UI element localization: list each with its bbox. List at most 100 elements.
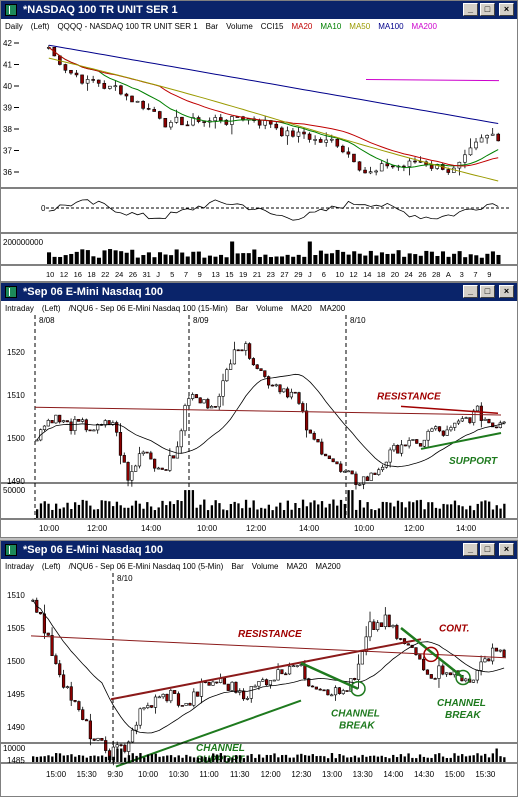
volume-bar: [124, 252, 129, 264]
volume-bar: [77, 755, 81, 762]
indicator-label: CCI15: [260, 21, 284, 31]
candle-body: [257, 681, 261, 687]
candle-body: [61, 420, 66, 423]
date-tick: 20: [391, 270, 399, 279]
volume-bar: [385, 502, 388, 518]
5min-price-pane[interactable]: 1510 1505 1500 1495 1490 1485 8/10 RESISTANCE CO…: [7, 573, 507, 768]
volume-bar: [407, 753, 410, 762]
volume-bar: [206, 510, 210, 518]
volume-bar: [296, 254, 301, 264]
volume-bar: [286, 500, 289, 518]
volume-label: Volume: [256, 303, 283, 313]
time-tick: 15:30: [475, 770, 496, 779]
candle-body: [413, 160, 417, 163]
volume-bar: [290, 509, 293, 518]
volume-bar: [457, 755, 460, 762]
price-tick: 1500: [7, 434, 25, 443]
daily-chart-titlebar[interactable]: *NASDAQ 100 TR UNIT SER 1 _ □ ×: [1, 1, 517, 19]
time-tick: 10:00: [197, 524, 218, 533]
candle-body: [468, 147, 473, 156]
candle-body: [342, 470, 347, 473]
price-tick: 1510: [7, 391, 25, 400]
price-tick: 1505: [7, 624, 25, 633]
price-tick: 1510: [7, 591, 25, 600]
volume-bar: [131, 753, 134, 762]
candle-body: [445, 429, 449, 436]
minimize-button[interactable]: _: [463, 543, 478, 556]
candle-body: [248, 343, 252, 359]
volume-bar: [426, 757, 429, 762]
maximize-button[interactable]: □: [480, 3, 495, 16]
5min-chart-svg[interactable]: 1510 1505 1500 1495 1490 1485 8/10 RESISTANCE CO…: [1, 573, 517, 796]
maximize-button[interactable]: □: [480, 285, 495, 298]
15min-chart-svg[interactable]: 1520 1510 1500 1490 8/08 8/09 8/10 RESISTANCE SU…: [1, 315, 517, 537]
minimize-button[interactable]: _: [463, 285, 478, 298]
volume-bar: [480, 501, 483, 518]
candle-body: [81, 709, 85, 720]
volume-bar: [241, 253, 246, 264]
candle-body: [303, 664, 307, 679]
candle-body: [165, 693, 169, 702]
daily-price-pane[interactable]: 42 41 40 39 38 37 36: [3, 39, 501, 182]
volume-bar: [329, 253, 335, 264]
date-tick: 27: [280, 270, 288, 279]
volume-bar: [134, 500, 138, 518]
ma200-label: MA200: [319, 303, 346, 313]
volume-bar: [369, 755, 372, 762]
volume-bar: [252, 249, 257, 264]
close-button[interactable]: ×: [499, 285, 514, 298]
time-tick: 10:00: [138, 770, 159, 779]
price-tick: 1485: [7, 756, 25, 765]
candle-body: [141, 100, 145, 109]
15min-price-pane[interactable]: 1520 1510 1500 1490 8/08 8/09 8/10 RESISTANCE SU…: [7, 315, 506, 519]
date-tick: 31: [143, 270, 151, 279]
channel-support-line: [115, 699, 302, 768]
volume-bar: [127, 755, 131, 762]
volume-bar: [368, 250, 373, 264]
volume-bar: [108, 501, 111, 518]
candle-body: [291, 130, 295, 137]
15min-chart-titlebar[interactable]: *Sep 06 E-Mini Nasdaq 100 _ □ ×: [1, 283, 517, 301]
symbol-label: /NQU6 - Sep 06 E-Mini Nasdaq 100 (5-Min): [68, 561, 224, 571]
volume-bar: [138, 503, 141, 518]
support-label: SUPPORT: [449, 456, 498, 467]
volume-bar: [200, 756, 203, 762]
close-button[interactable]: ×: [499, 3, 514, 16]
volume-bar: [336, 505, 339, 518]
minimize-button[interactable]: _: [463, 3, 478, 16]
5min-chart-titlebar[interactable]: *Sep 06 E-Mini Nasdaq 100 _ □ ×: [1, 541, 517, 559]
candle-body: [58, 414, 62, 423]
volume-bar: [434, 507, 438, 518]
volume-bar: [104, 500, 107, 518]
volume-bar: [51, 509, 54, 518]
candle-body: [407, 160, 412, 167]
volume-bar: [280, 256, 285, 264]
candle-body: [263, 370, 267, 377]
volume-bar: [39, 503, 43, 518]
candle-body: [113, 85, 118, 88]
price-tick: 38: [3, 125, 12, 134]
candle-body: [379, 622, 384, 628]
cci-line: [48, 199, 499, 221]
close-button[interactable]: ×: [499, 543, 514, 556]
volume-bar: [172, 504, 176, 518]
maximize-button[interactable]: □: [480, 543, 495, 556]
cont-label: CONT.: [439, 623, 469, 634]
candle-body: [91, 79, 95, 81]
volume-bar: [185, 754, 188, 762]
time-tick: 11:30: [230, 770, 250, 779]
volume-bar: [352, 251, 357, 264]
candle-body: [502, 421, 506, 424]
volume-bar: [273, 753, 276, 762]
candle-body: [264, 679, 269, 686]
volume-bar: [468, 755, 472, 762]
volume-bar: [296, 754, 299, 762]
volume-bar: [62, 755, 65, 762]
candle-body: [330, 694, 334, 697]
5min-chart-window: *Sep 06 E-Mini Nasdaq 100 _ □ × Intraday…: [0, 540, 518, 797]
volume-tick: 10000: [3, 744, 26, 753]
volume-bar: [146, 754, 150, 762]
volume-bar: [268, 257, 273, 264]
candle-body: [354, 473, 358, 485]
